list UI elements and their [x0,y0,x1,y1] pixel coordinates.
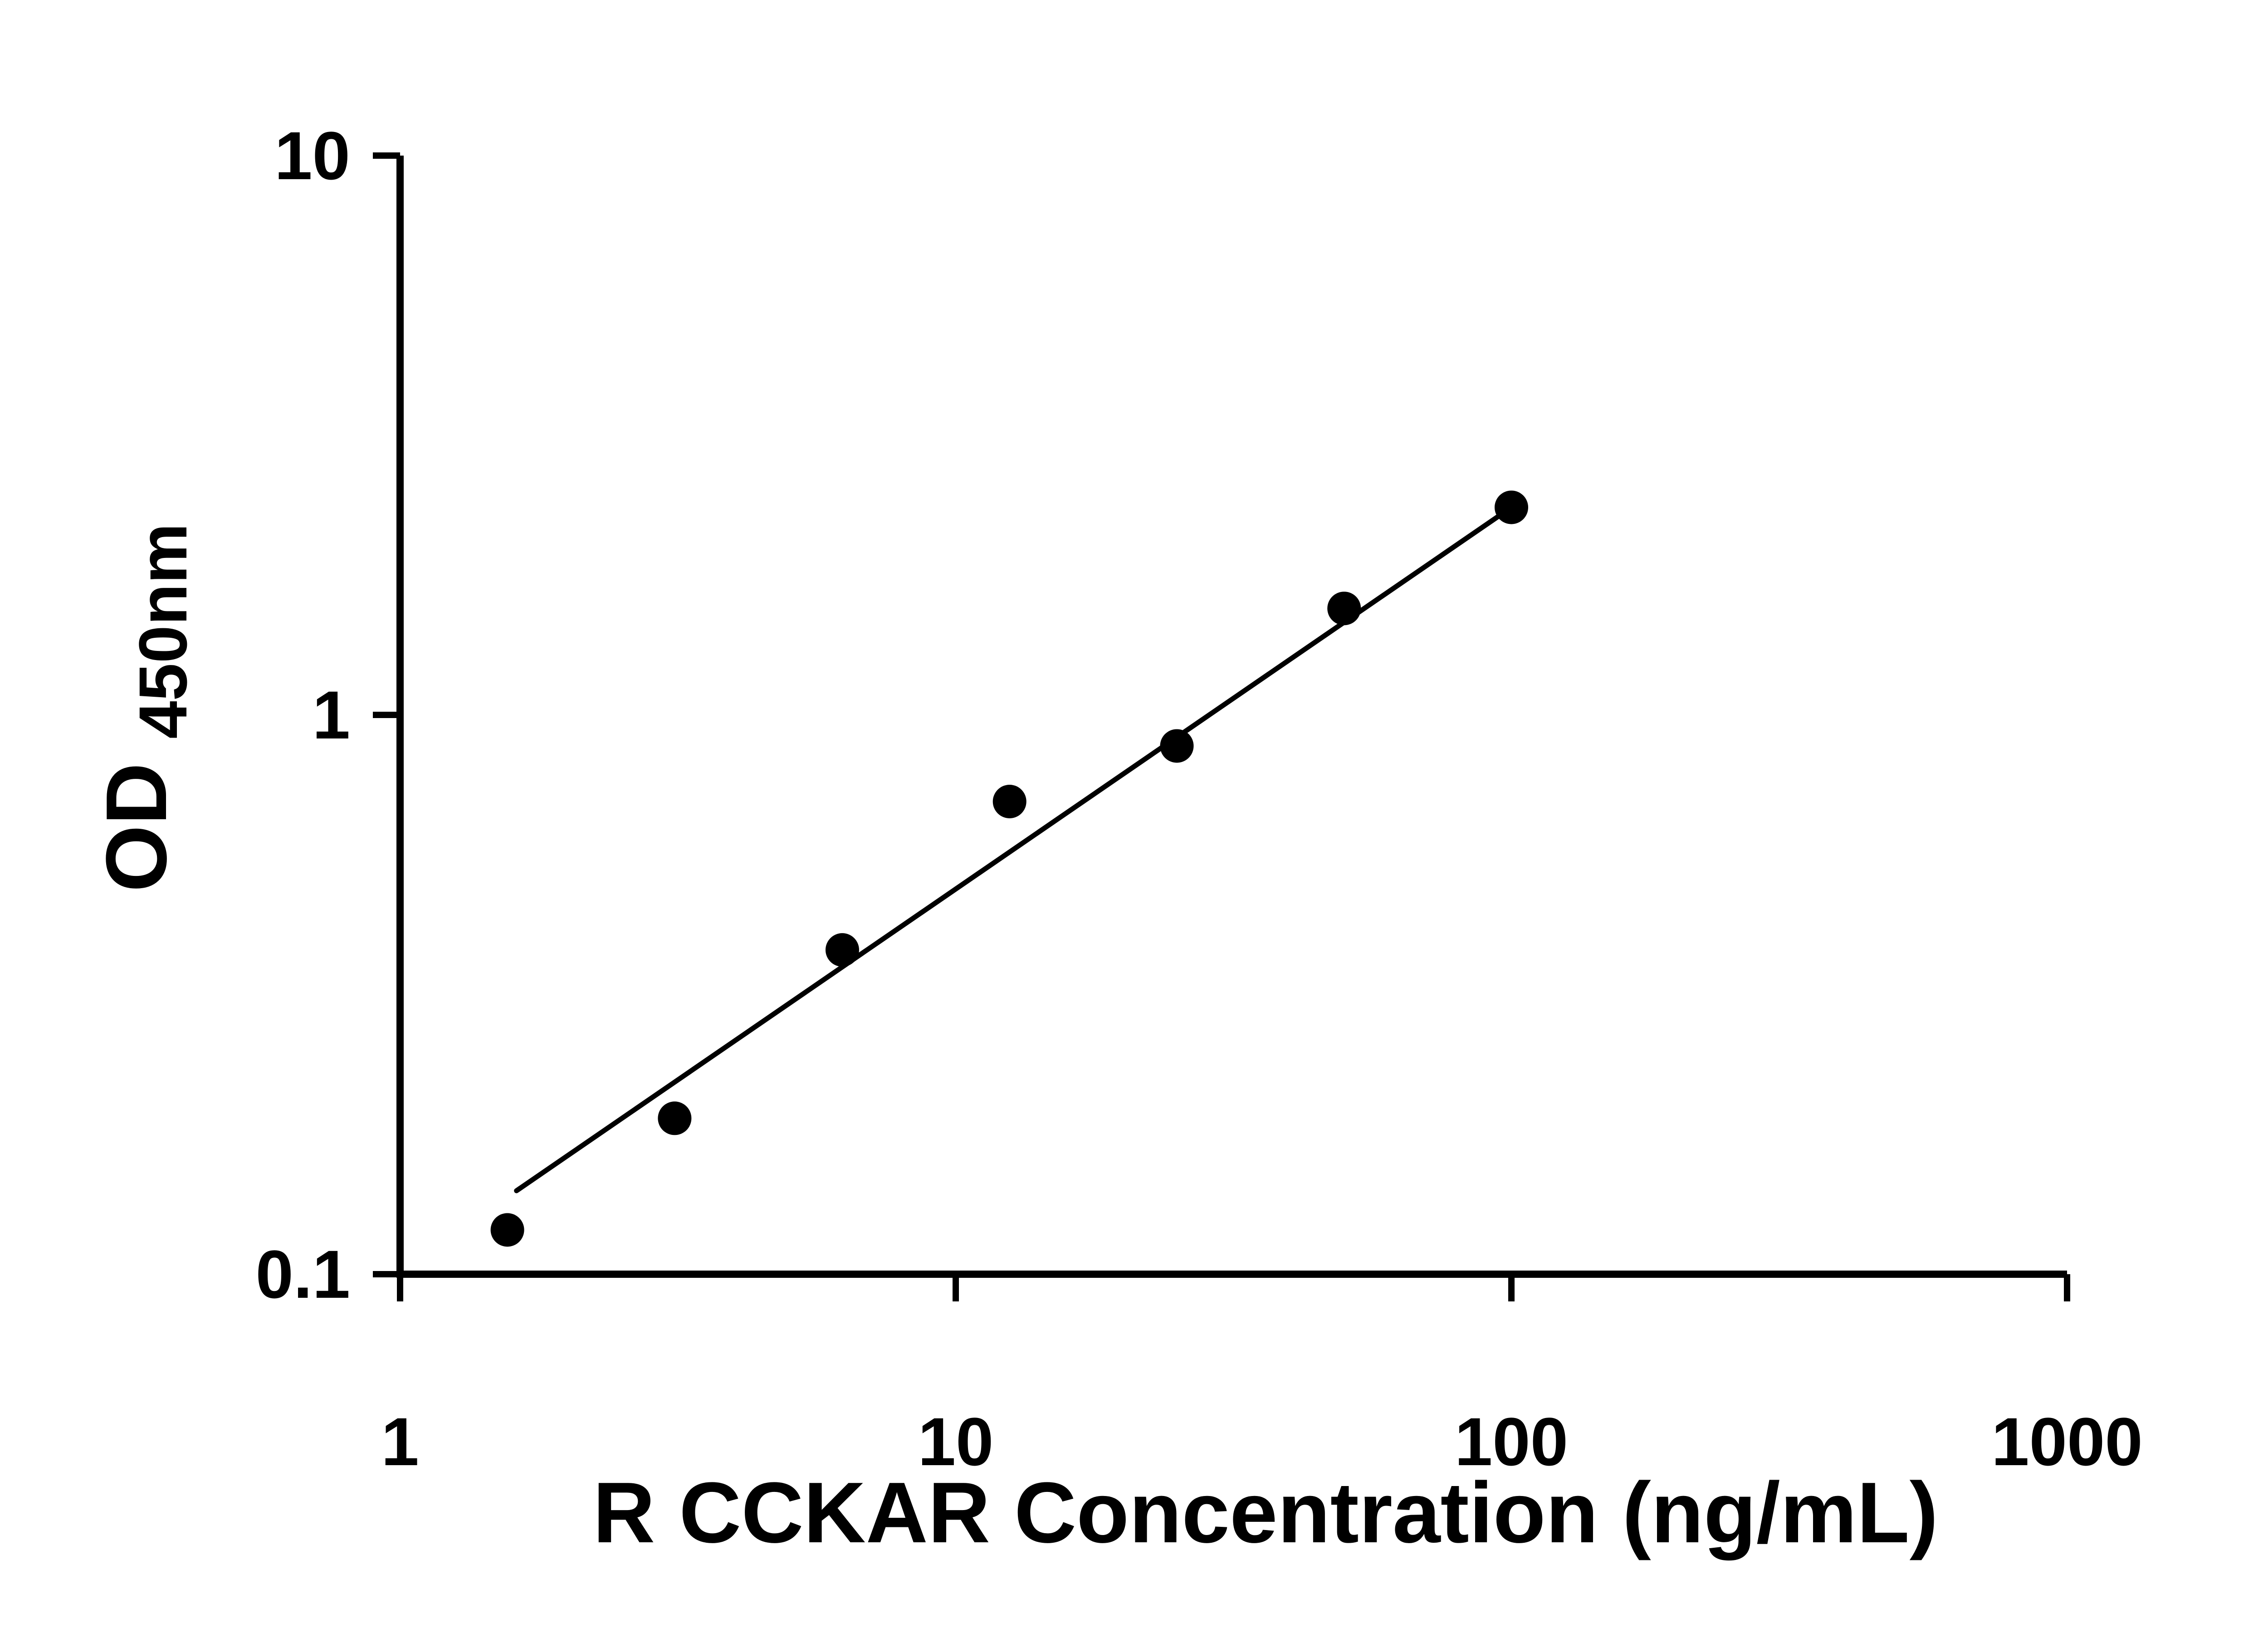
x-axis-title: R CCKAR Concentration (ng/mL) [593,1465,1938,1561]
y-tick-label-1: 1 [313,677,350,753]
axes [396,156,2067,1278]
y-axis-title: OD 450nm [88,523,201,892]
x-tick-label-1: 1 [381,1403,419,1480]
axis-lines [396,156,2067,1278]
axis-ticks [373,152,2070,1301]
y-tick-label-10: 10 [274,117,350,194]
data-point-x3.12 [658,1101,692,1135]
data-point-x50 [1327,592,1361,626]
data-point-x100 [1495,490,1528,524]
x-tick-label-100: 100 [1455,1403,1568,1480]
data-point-x1.56 [490,1213,524,1247]
fit-line [514,504,1514,1193]
x-tick-label-1000: 1000 [1991,1403,2143,1480]
y-tick-label-0.1: 0.1 [255,1236,350,1312]
fit-line-group [514,504,1514,1193]
data-points-group [490,490,1528,1247]
data-point-x6.25 [825,933,859,967]
y-axis-title-subscript: 450nm [125,523,201,738]
data-point-x25 [1160,729,1194,763]
data-point-x12.5 [992,784,1026,818]
y-axis-title-main: OD [88,763,185,892]
x-tick-label-10: 10 [918,1403,994,1480]
tick-labels: 1 10 100 1000 0.1 1 10 [255,117,2142,1480]
